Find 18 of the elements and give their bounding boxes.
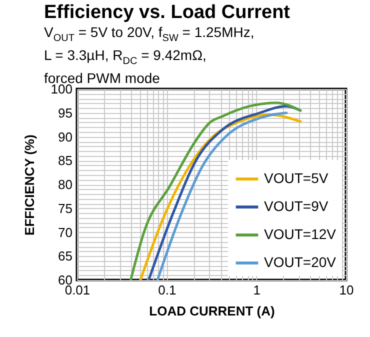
chart-title: Efficiency vs. Load Current bbox=[44, 2, 290, 24]
y-tick-label: 80 bbox=[58, 177, 72, 192]
y-tick-label: 100 bbox=[50, 82, 72, 96]
x-tick-label: 0.1 bbox=[158, 282, 176, 298]
y-axis-title: EFFICIENCY (%) bbox=[22, 134, 37, 236]
legend-label: VOUT=20V bbox=[264, 254, 337, 270]
legend-label: VOUT=5V bbox=[264, 170, 329, 186]
y-tick-label: 70 bbox=[58, 224, 72, 240]
x-axis-title: LOAD CURRENT (A) bbox=[149, 304, 275, 318]
legend-label: VOUT=9V bbox=[264, 198, 329, 214]
y-tick-label: 65 bbox=[58, 248, 72, 264]
y-tick-label: 90 bbox=[58, 129, 72, 144]
x-tick-label: 1 bbox=[253, 282, 260, 298]
y-tick-label: 95 bbox=[58, 105, 72, 120]
y-tick-label: 85 bbox=[58, 153, 72, 168]
y-tick-label: 75 bbox=[58, 200, 72, 216]
legend-label: VOUT=12V bbox=[264, 226, 337, 242]
x-tick-label: 10 bbox=[339, 282, 354, 298]
